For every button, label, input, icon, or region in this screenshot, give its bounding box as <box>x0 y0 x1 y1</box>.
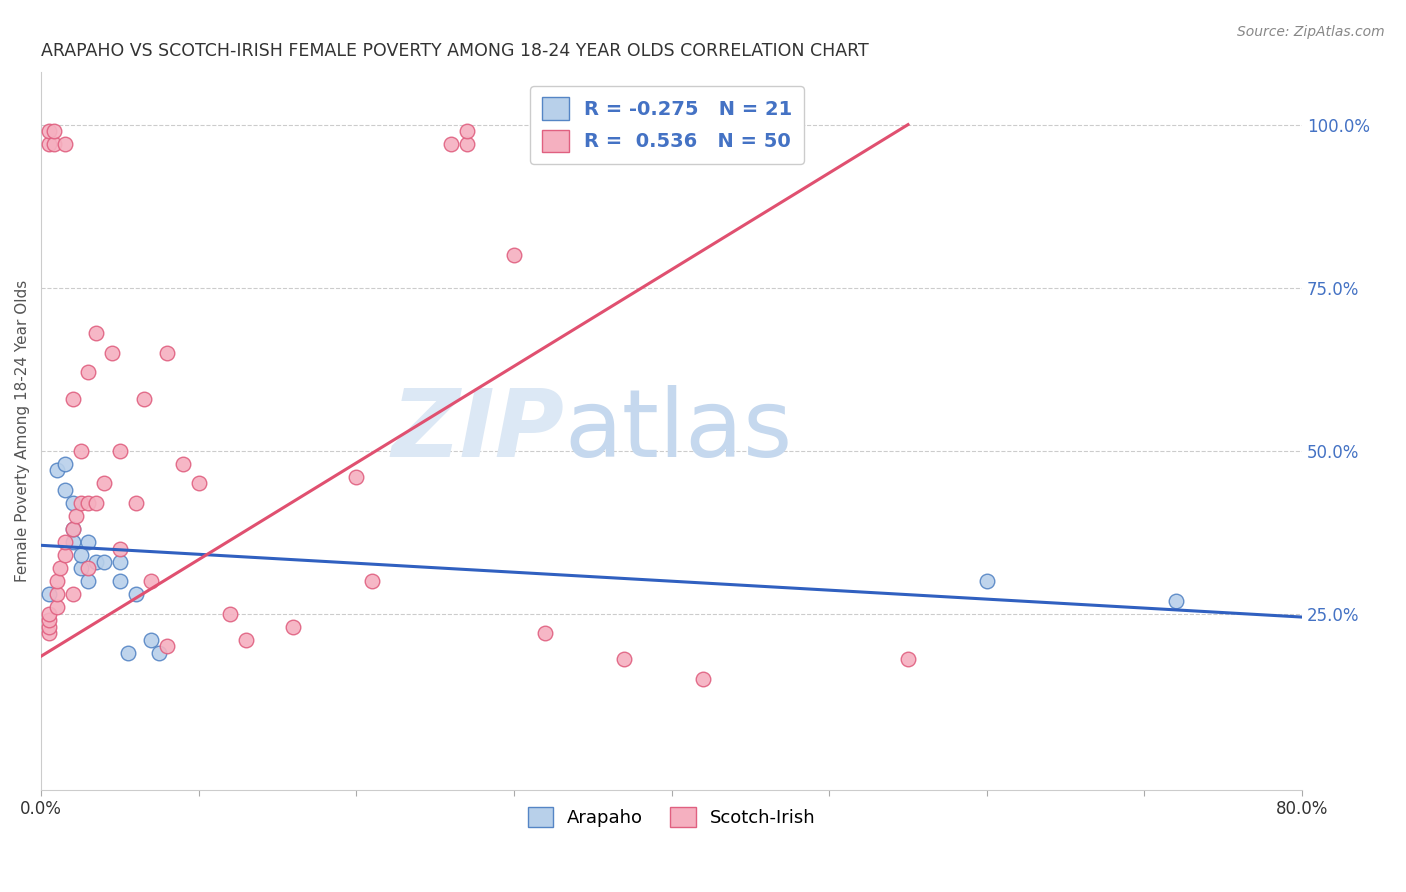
Point <box>440 137 463 152</box>
Point <box>84 326 107 341</box>
Point <box>69 443 91 458</box>
Point <box>108 541 131 556</box>
Point <box>84 496 107 510</box>
Point <box>45 574 67 589</box>
Point <box>38 587 60 601</box>
Point <box>77 561 100 575</box>
Point <box>77 574 100 589</box>
Point <box>613 652 636 666</box>
Point <box>101 346 124 360</box>
Point <box>38 124 60 138</box>
Point <box>692 672 714 686</box>
Text: ZIP: ZIP <box>391 385 564 477</box>
Point <box>62 587 84 601</box>
Point <box>172 457 194 471</box>
Point <box>49 561 72 575</box>
Point <box>62 392 84 406</box>
Point <box>77 366 100 380</box>
Point <box>503 248 526 262</box>
Point <box>45 600 67 615</box>
Point <box>42 124 65 138</box>
Y-axis label: Female Poverty Among 18-24 Year Olds: Female Poverty Among 18-24 Year Olds <box>15 280 30 582</box>
Point <box>69 548 91 562</box>
Point <box>93 555 115 569</box>
Point <box>38 613 60 627</box>
Point <box>283 620 305 634</box>
Point <box>456 124 478 138</box>
Point <box>219 607 242 621</box>
Point <box>69 561 91 575</box>
Point <box>534 626 557 640</box>
Point <box>361 574 384 589</box>
Point <box>125 496 148 510</box>
Point <box>897 652 920 666</box>
Point <box>65 508 87 523</box>
Text: atlas: atlas <box>564 385 793 477</box>
Point <box>108 574 131 589</box>
Point <box>53 535 76 549</box>
Point <box>108 555 131 569</box>
Point <box>156 640 179 654</box>
Point <box>108 443 131 458</box>
Point <box>69 496 91 510</box>
Point <box>132 392 155 406</box>
Point <box>77 496 100 510</box>
Point <box>53 457 76 471</box>
Legend: Arapaho, Scotch-Irish: Arapaho, Scotch-Irish <box>520 799 823 835</box>
Point <box>77 535 100 549</box>
Point <box>45 587 67 601</box>
Point <box>38 607 60 621</box>
Point <box>344 470 367 484</box>
Point <box>117 646 139 660</box>
Point <box>42 137 65 152</box>
Point <box>53 483 76 497</box>
Point <box>156 346 179 360</box>
Point <box>141 574 163 589</box>
Text: Source: ZipAtlas.com: Source: ZipAtlas.com <box>1237 25 1385 39</box>
Point <box>62 496 84 510</box>
Point <box>187 476 209 491</box>
Point <box>125 587 148 601</box>
Point <box>141 632 163 647</box>
Point <box>45 463 67 477</box>
Point <box>976 574 998 589</box>
Point <box>1164 593 1187 607</box>
Point <box>84 555 107 569</box>
Point <box>235 632 257 647</box>
Point <box>62 522 84 536</box>
Point <box>62 522 84 536</box>
Point <box>38 620 60 634</box>
Point <box>53 548 76 562</box>
Text: ARAPAHO VS SCOTCH-IRISH FEMALE POVERTY AMONG 18-24 YEAR OLDS CORRELATION CHART: ARAPAHO VS SCOTCH-IRISH FEMALE POVERTY A… <box>41 42 869 60</box>
Point <box>93 476 115 491</box>
Point <box>38 626 60 640</box>
Point <box>456 137 478 152</box>
Point <box>148 646 170 660</box>
Point <box>53 137 76 152</box>
Point <box>38 137 60 152</box>
Point <box>62 535 84 549</box>
